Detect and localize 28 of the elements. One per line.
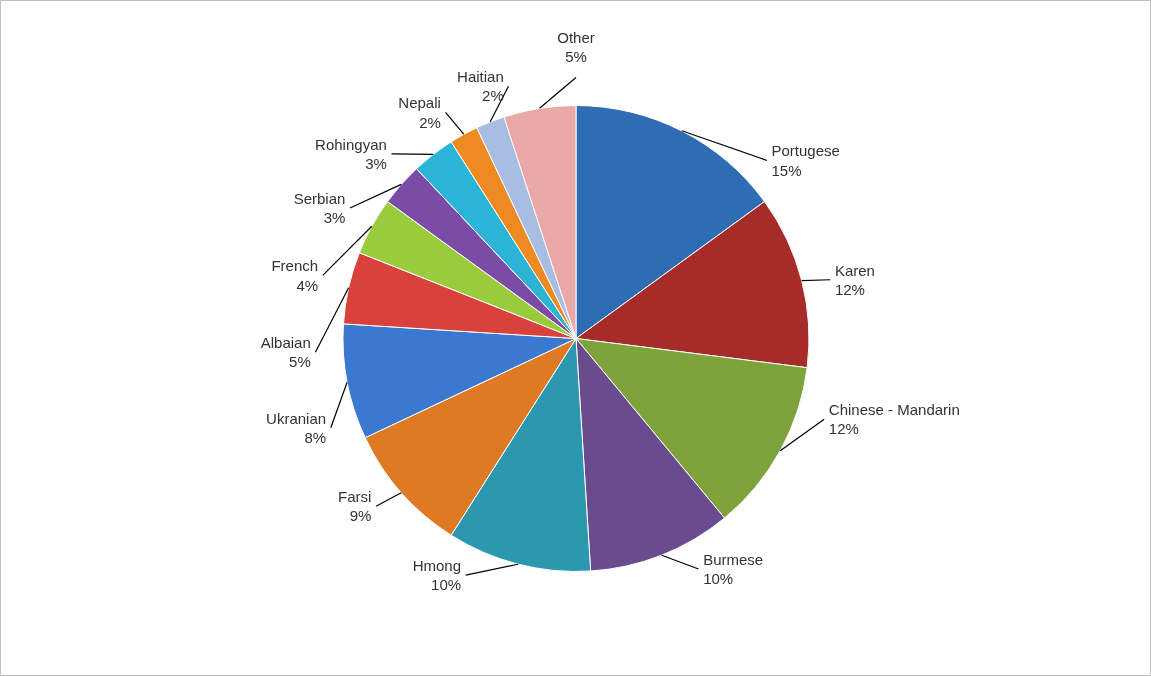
data-label: 12% — [834, 280, 865, 298]
data-label: 2% — [419, 113, 441, 131]
slice-label: Rohingyan — [315, 135, 387, 153]
slice-label: Burmese — [703, 550, 764, 568]
data-label: 10% — [703, 570, 734, 588]
data-label: 10% — [431, 576, 462, 594]
slice-label: Hmong — [412, 556, 462, 574]
data-label: 2% — [482, 87, 504, 105]
data-label: 15% — [771, 161, 802, 179]
slice-label: French — [271, 257, 319, 275]
data-label: 4% — [296, 276, 319, 294]
data-label: 9% — [349, 507, 372, 525]
slice-label: Other — [557, 28, 595, 46]
data-label: 12% — [828, 420, 859, 438]
data-label: 5% — [289, 353, 311, 371]
slice-label: Serbian — [293, 189, 346, 207]
slice-label: Karen — [834, 261, 875, 279]
slice-label: Haitian — [457, 68, 504, 86]
data-label: 3% — [323, 209, 346, 227]
data-label: 5% — [565, 48, 587, 66]
slice-label: Albaian — [260, 334, 311, 351]
slice-label: Chinese - Mandarin — [828, 401, 960, 419]
slice-label: Nepali — [398, 94, 441, 112]
data-label: 3% — [365, 155, 387, 173]
slice-label: Portugese — [771, 142, 840, 160]
slice-label: Ukranian — [266, 409, 327, 427]
slice-label: Farsi — [338, 488, 372, 506]
data-label: 8% — [304, 428, 327, 446]
